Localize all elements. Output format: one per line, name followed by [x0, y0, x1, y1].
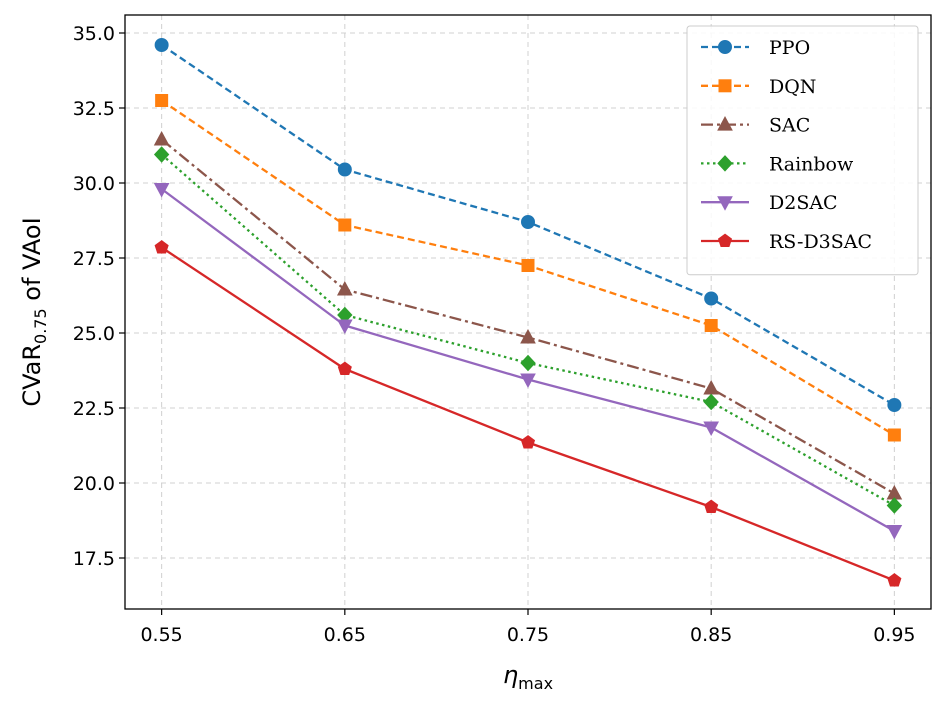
x-axis-ticks: 0.55 0.65 0.75 0.85 0.95	[140, 609, 916, 646]
series-ppo	[154, 38, 902, 412]
data-point	[153, 130, 170, 146]
legend-marker	[717, 155, 733, 172]
data-point	[520, 354, 536, 372]
data-point	[886, 525, 903, 540]
series-d2sac	[153, 183, 903, 540]
data-point	[886, 497, 903, 514]
legend-marker	[718, 40, 732, 54]
data-point	[703, 421, 720, 437]
legend-label: SAC	[769, 115, 810, 137]
data-point	[338, 218, 352, 232]
y-axis-label-main: CVaR	[18, 344, 46, 407]
data-point	[520, 373, 536, 389]
legend-item: DQN	[701, 76, 816, 98]
data-point	[153, 146, 170, 163]
legend-label: RS-D3SAC	[769, 231, 872, 253]
legend-items: PPO DQN SAC Rainbow D2SAC RS-D3SAC	[701, 37, 872, 253]
x-tick-label: 0.95	[873, 624, 915, 646]
legend-item: RS-D3SAC	[701, 231, 872, 253]
y-tick-label: 22.5	[73, 398, 115, 420]
data-point	[704, 499, 719, 513]
legend-item: PPO	[701, 37, 810, 59]
data-point	[521, 259, 535, 272]
data-point	[704, 291, 719, 306]
x-tick-label: 0.85	[690, 624, 732, 646]
y-tick-label: 20.0	[73, 473, 115, 495]
legend-item: D2SAC	[701, 192, 838, 214]
x-axis-label-sub: max	[518, 674, 553, 693]
legend-label: Rainbow	[769, 153, 854, 175]
x-axis-label-main: η	[503, 661, 518, 689]
data-point	[520, 328, 536, 344]
data-point	[337, 361, 352, 375]
data-point	[703, 393, 719, 411]
data-point	[155, 94, 169, 107]
data-point	[520, 435, 536, 449]
data-point	[154, 240, 169, 254]
data-point	[887, 398, 902, 412]
legend-label: DQN	[769, 76, 816, 98]
legend-marker	[717, 116, 733, 131]
legend-item: Rainbow	[701, 153, 854, 175]
y-tick-label: 30.0	[73, 173, 115, 195]
x-axis-label: ηmax	[503, 661, 553, 693]
y-axis-ticks: 17.5 20.0 22.5 25.0 27.5 30.0 32.5 35.0	[73, 23, 125, 570]
series-rainbow	[153, 146, 903, 514]
y-axis-label-sub: 0.75	[31, 308, 50, 344]
legend-marker	[717, 196, 733, 211]
y-tick-label: 35.0	[73, 23, 115, 45]
y-tick-label: 17.5	[73, 548, 115, 570]
legend-box	[686, 25, 919, 276]
series-rs-d3sac	[154, 240, 902, 587]
y-tick-label: 27.5	[73, 248, 115, 270]
y-axis-label: CVaR0.75 of VAoI	[18, 217, 50, 406]
y-axis-label-suffix: of VAoI	[18, 217, 46, 308]
x-tick-label: 0.65	[324, 624, 366, 646]
series-dqn	[155, 94, 901, 442]
legend: PPO DQN SAC Rainbow D2SAC RS-D3SAC	[686, 25, 919, 276]
x-tick-label: 0.75	[507, 624, 549, 646]
data-point	[703, 379, 720, 395]
x-tick-label: 0.55	[140, 624, 182, 646]
legend-item: SAC	[701, 115, 810, 137]
data-point	[153, 183, 170, 198]
data-point	[336, 280, 353, 296]
legend-marker	[717, 233, 733, 247]
legend-label: PPO	[769, 37, 810, 59]
legend-marker	[718, 79, 732, 93]
data-point	[886, 484, 903, 500]
y-tick-label: 25.0	[73, 323, 115, 345]
data-point	[337, 162, 352, 177]
data-point	[887, 428, 901, 442]
data-point	[887, 573, 902, 587]
legend-label: D2SAC	[769, 192, 838, 214]
series-sac	[153, 130, 903, 500]
data-point	[521, 215, 535, 229]
series-layer	[153, 38, 903, 587]
data-point	[154, 38, 169, 52]
y-tick-label: 32.5	[73, 98, 115, 120]
data-point	[336, 319, 353, 335]
data-point	[704, 319, 718, 332]
